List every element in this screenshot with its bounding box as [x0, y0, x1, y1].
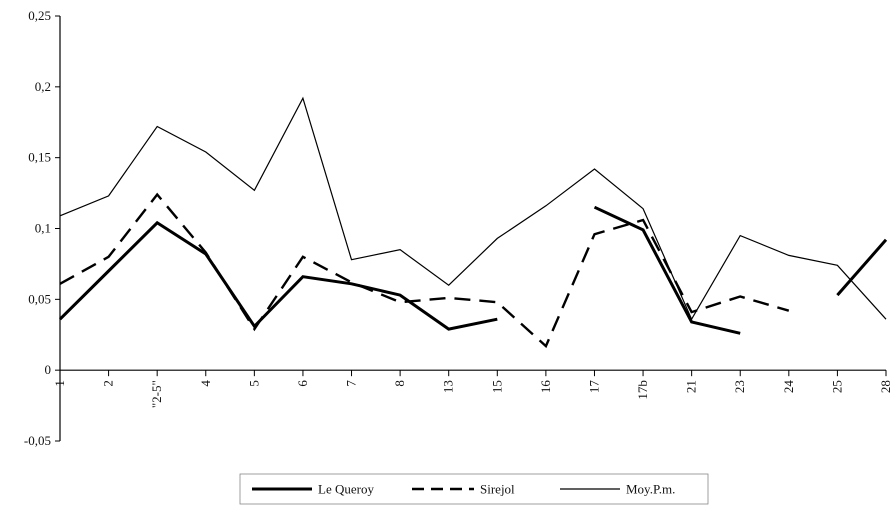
x-tick-label: 2 — [101, 380, 116, 387]
y-tick-label: 0,05 — [28, 291, 51, 306]
chart-axes: 0,25 0,2 0,15 0,1 0,05 0 -0,05 1 2 "2-5" 4 5 6 7 8 13 15… — [24, 8, 893, 448]
legend-label: Moy.P.m. — [626, 482, 675, 497]
x-tick-label: 23 — [732, 380, 747, 393]
x-tick-label: 13 — [441, 380, 456, 393]
x-tick-label: 1 — [52, 380, 67, 387]
x-tick-label: 17b — [635, 380, 650, 400]
series-line — [59, 96, 887, 321]
series-moy-p-m — [59, 96, 887, 321]
y-tick-label: -0,05 — [24, 433, 51, 448]
legend-label: Sirejol — [480, 482, 515, 497]
y-tick-label: 0 — [45, 362, 52, 377]
x-tick-label: 5 — [246, 380, 261, 387]
series-sirejol — [59, 192, 790, 349]
x-tick-label: 7 — [344, 380, 359, 387]
chart-legend: Le Queroy Sirejol Moy.P.m. — [239, 473, 709, 505]
series-line — [58, 220, 498, 331]
x-tick-label: 16 — [538, 380, 553, 394]
series-le-queroy — [58, 205, 888, 335]
x-tick-label: 25 — [829, 380, 844, 393]
y-tick-label: 0,25 — [28, 8, 51, 23]
x-tick-label: 24 — [781, 380, 796, 394]
series-line — [59, 192, 790, 349]
x-tick-label: 6 — [295, 380, 310, 387]
y-tick-label: 0,1 — [35, 221, 51, 236]
y-tick-label: 0,2 — [35, 79, 51, 94]
x-tick-label: 4 — [198, 380, 213, 387]
y-tick-label: 0,15 — [28, 150, 51, 165]
x-tick-label: 21 — [684, 380, 699, 393]
x-tick-label: 17 — [586, 380, 601, 394]
x-tick-label: 8 — [392, 380, 407, 387]
series-line — [836, 238, 888, 297]
legend-label: Le Queroy — [318, 482, 374, 497]
x-tick-label: 28 — [878, 380, 893, 393]
x-tick-label: 15 — [489, 380, 504, 393]
x-tick-label: "2-5" — [149, 380, 164, 408]
chart-series — [58, 96, 888, 349]
series-line — [593, 205, 741, 335]
